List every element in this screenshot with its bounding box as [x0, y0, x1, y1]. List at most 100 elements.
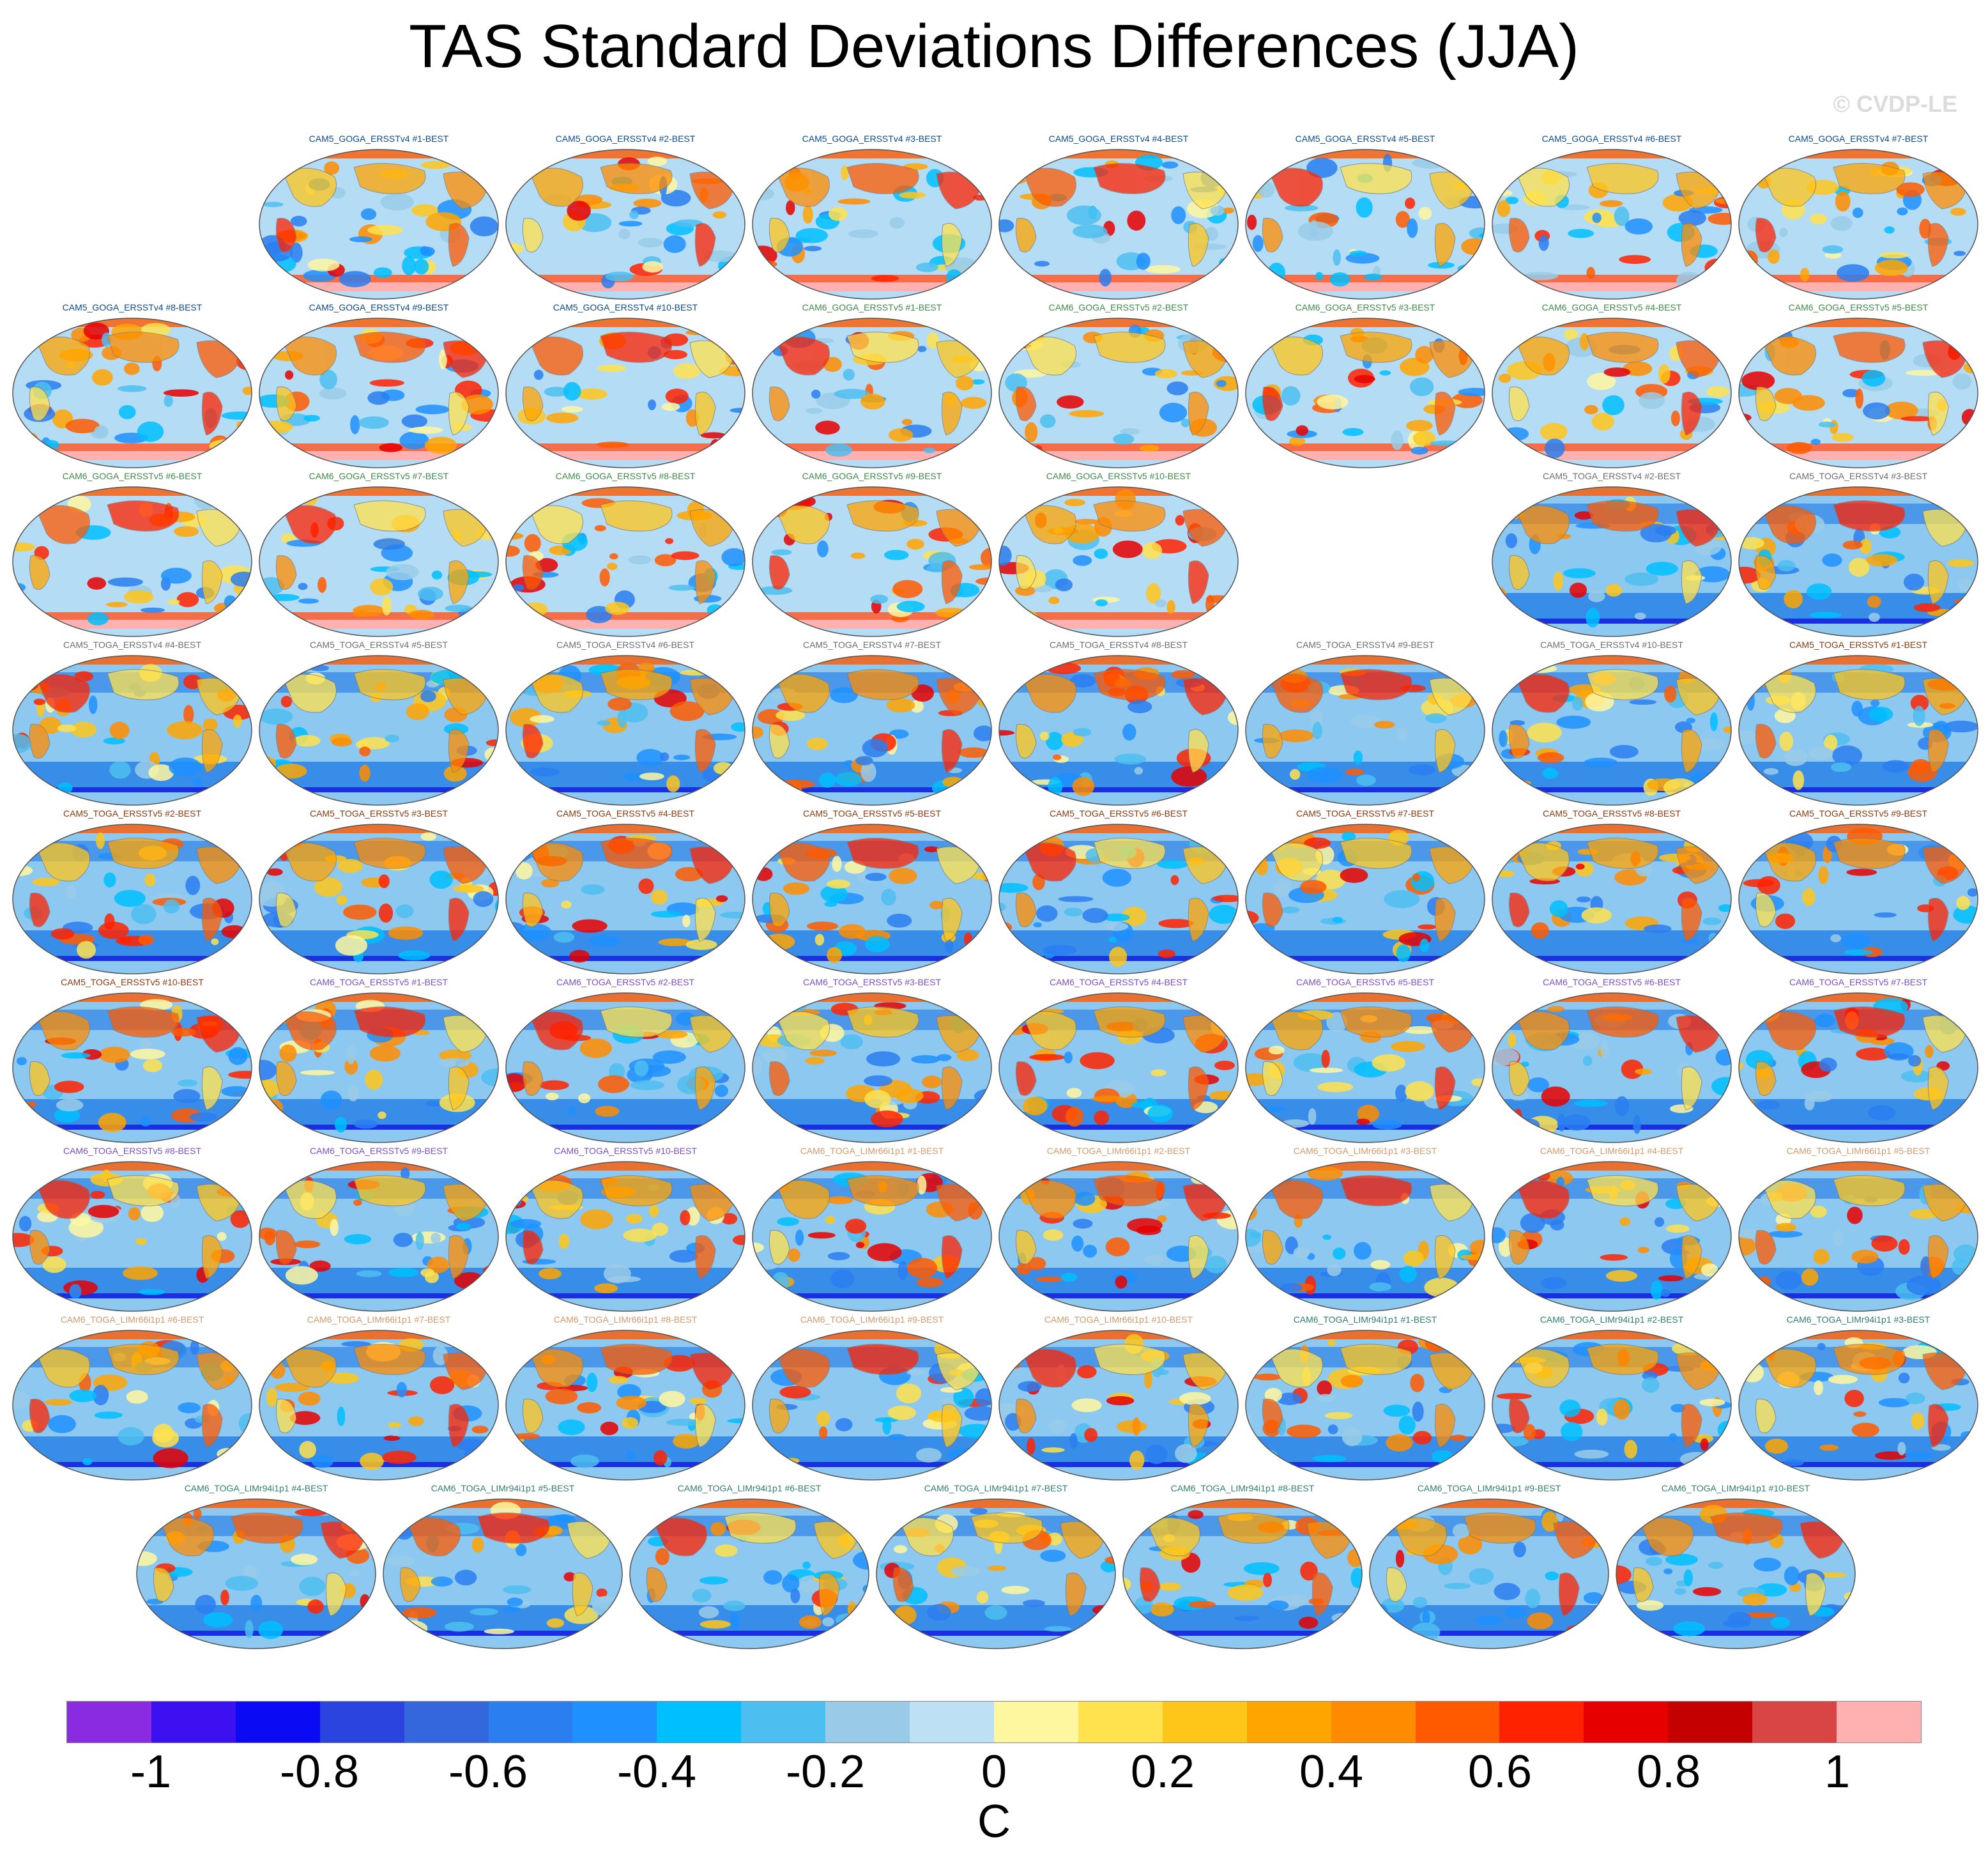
- world-map-icon: [136, 1498, 376, 1649]
- panel-label: CAM6_TOGA_LIMr94i1p1 #3-BEST: [1786, 1314, 1931, 1325]
- map-panel: CAM5_GOGA_ERSSTv4 #1-BEST: [256, 133, 502, 302]
- world-map-icon: [1492, 824, 1732, 974]
- map-panel: CAM6_TOGA_LIMr94i1p1 #7-BEST: [873, 1482, 1119, 1651]
- panel-label: CAM5_GOGA_ERSSTv4 #10-BEST: [553, 302, 698, 312]
- map-panel: CAM6_TOGA_LIMr66i1p1 #5-BEST: [1735, 1145, 1982, 1314]
- world-map-icon: [998, 1161, 1239, 1312]
- map-panel: CAM5_TOGA_ERSSTv4 #10-BEST: [1488, 639, 1735, 808]
- panel-label: CAM5_GOGA_ERSSTv4 #5-BEST: [1295, 134, 1435, 144]
- panel-label: CAM5_GOGA_ERSSTv4 #3-BEST: [802, 134, 942, 144]
- map-panel: CAM5_GOGA_ERSSTv4 #3-BEST: [749, 133, 995, 302]
- panel-label: CAM5_TOGA_ERSSTv5 #2-BEST: [63, 808, 202, 819]
- world-map-icon: [998, 1330, 1239, 1481]
- panel-label: CAM6_TOGA_ERSSTv5 #7-BEST: [1789, 977, 1928, 987]
- colorbar-swatch: [404, 1702, 489, 1743]
- world-map-icon: [752, 1330, 992, 1481]
- panel-label: CAM6_TOGA_LIMr66i1p1 #8-BEST: [553, 1314, 698, 1325]
- map-panel: CAM5_GOGA_ERSSTv4 #4-BEST: [995, 133, 1242, 302]
- panel-label: CAM6_TOGA_ERSSTv5 #1-BEST: [309, 977, 448, 987]
- map-panel: CAM6_TOGA_LIMr94i1p1 #8-BEST: [1119, 1482, 1366, 1651]
- world-map-icon: [505, 149, 746, 300]
- map-panel: CAM5_TOGA_ERSSTv5 #1-BEST: [1735, 639, 1982, 808]
- world-map-icon: [505, 992, 746, 1143]
- map-panel: CAM5_TOGA_ERSSTv5 #2-BEST: [9, 808, 256, 976]
- world-map-icon: [12, 655, 252, 806]
- map-panel: CAM6_TOGA_LIMr94i1p1 #5-BEST: [379, 1482, 626, 1651]
- world-map-icon: [752, 824, 992, 974]
- map-panel: CAM6_TOGA_LIMr66i1p1 #3-BEST: [1242, 1145, 1488, 1314]
- map-panel: CAM6_TOGA_ERSSTv5 #8-BEST: [9, 1145, 256, 1314]
- map-panel: CAM5_TOGA_ERSSTv4 #6-BEST: [502, 639, 749, 808]
- world-map-icon: [1492, 992, 1732, 1143]
- world-map-icon: [259, 149, 499, 300]
- colorbar-swatch: [1078, 1702, 1163, 1743]
- panel-label: CAM6_TOGA_ERSSTv5 #10-BEST: [554, 1146, 697, 1156]
- map-panel: CAM6_TOGA_LIMr94i1p1 #1-BEST: [1242, 1314, 1488, 1482]
- map-panel: CAM6_GOGA_ERSSTv5 #8-BEST: [502, 470, 749, 639]
- world-map-icon: [1738, 655, 1978, 806]
- map-panel: CAM6_TOGA_ERSSTv5 #6-BEST: [1488, 976, 1735, 1145]
- panel-label: CAM5_TOGA_ERSSTv5 #7-BEST: [1296, 808, 1435, 819]
- map-panel-grid: CAM5_GOGA_ERSSTv4 #1-BEST CAM5_GOGA_ERSST…: [9, 133, 1982, 1651]
- map-panel: CAM6_TOGA_LIMr66i1p1 #6-BEST: [9, 1314, 256, 1482]
- panel-label: CAM5_TOGA_ERSSTv5 #8-BEST: [1542, 808, 1681, 819]
- map-panel: CAM6_GOGA_ERSSTv5 #2-BEST: [995, 302, 1242, 470]
- world-map-icon: [752, 486, 992, 637]
- world-map-icon: [12, 992, 252, 1143]
- map-panel: CAM6_TOGA_LIMr66i1p1 #1-BEST: [749, 1145, 995, 1314]
- panel-label: CAM6_TOGA_ERSSTv5 #3-BEST: [802, 977, 942, 987]
- colorbar-swatch: [825, 1702, 910, 1743]
- colorbar-swatch: [1584, 1702, 1669, 1743]
- world-map-icon: [505, 824, 746, 974]
- world-map-icon: [1492, 486, 1732, 637]
- map-panel: CAM6_TOGA_ERSSTv5 #10-BEST: [502, 1145, 749, 1314]
- world-map-icon: [998, 149, 1239, 300]
- world-map-icon: [1369, 1498, 1609, 1649]
- panel-label: CAM5_GOGA_ERSSTv4 #8-BEST: [62, 302, 203, 312]
- world-map-icon: [12, 1330, 252, 1481]
- panel-label: CAM5_GOGA_ERSSTv4 #2-BEST: [555, 134, 696, 144]
- panel-label: CAM5_TOGA_ERSSTv4 #2-BEST: [1542, 471, 1681, 481]
- map-panel: CAM5_TOGA_ERSSTv4 #7-BEST: [749, 639, 995, 808]
- world-map-icon: [1245, 992, 1485, 1143]
- colorbar-swatch: [993, 1702, 1078, 1743]
- panel-label: CAM5_TOGA_ERSSTv5 #6-BEST: [1049, 808, 1188, 819]
- colorbar-swatch: [572, 1702, 657, 1743]
- map-panel: CAM5_TOGA_ERSSTv4 #8-BEST: [995, 639, 1242, 808]
- panel-label: CAM6_TOGA_LIMr94i1p1 #2-BEST: [1540, 1314, 1684, 1325]
- panel-label: CAM5_GOGA_ERSSTv4 #6-BEST: [1541, 134, 1682, 144]
- panel-label: CAM5_GOGA_ERSSTv4 #1-BEST: [309, 134, 449, 144]
- world-map-icon: [876, 1498, 1116, 1649]
- map-panel: CAM6_TOGA_LIMr66i1p1 #10-BEST: [995, 1314, 1242, 1482]
- panel-label: CAM6_GOGA_ERSSTv5 #7-BEST: [309, 471, 449, 481]
- map-panel: CAM5_TOGA_ERSSTv5 #8-BEST: [1488, 808, 1735, 976]
- panel-label: CAM6_GOGA_ERSSTv5 #8-BEST: [555, 471, 696, 481]
- colorbar-swatch: [151, 1702, 236, 1743]
- panel-label: CAM6_TOGA_ERSSTv5 #4-BEST: [1049, 977, 1188, 987]
- map-panel: CAM6_TOGA_LIMr94i1p1 #6-BEST: [626, 1482, 873, 1651]
- world-map-icon: [1616, 1498, 1856, 1649]
- world-map-icon: [998, 824, 1239, 974]
- colorbar: [66, 1701, 1922, 1743]
- panel-label: CAM6_TOGA_LIMr66i1p1 #9-BEST: [800, 1314, 944, 1325]
- map-panel: CAM6_GOGA_ERSSTv5 #5-BEST: [1735, 302, 1982, 470]
- map-panel: CAM5_TOGA_ERSSTv5 #5-BEST: [749, 808, 995, 976]
- world-map-icon: [629, 1498, 869, 1649]
- world-map-icon: [752, 655, 992, 806]
- world-map-icon: [1738, 318, 1978, 468]
- world-map-icon: [12, 486, 252, 637]
- world-map-icon: [1738, 992, 1978, 1143]
- panel-label: CAM6_TOGA_LIMr94i1p1 #7-BEST: [924, 1483, 1068, 1493]
- panel-label: CAM5_TOGA_ERSSTv4 #3-BEST: [1789, 471, 1928, 481]
- map-panel: CAM5_GOGA_ERSSTv4 #2-BEST: [502, 133, 749, 302]
- world-map-icon: [1738, 149, 1978, 300]
- colorbar-swatch: [1415, 1702, 1500, 1743]
- world-map-icon: [12, 824, 252, 974]
- panel-label: CAM5_TOGA_ERSSTv5 #4-BEST: [556, 808, 695, 819]
- map-panel: CAM6_GOGA_ERSSTv5 #7-BEST: [256, 470, 502, 639]
- panel-label: CAM5_TOGA_ERSSTv4 #5-BEST: [309, 640, 448, 650]
- colorbar-tick-label: 0.6: [1467, 1746, 1533, 1797]
- map-panel: CAM6_TOGA_ERSSTv5 #5-BEST: [1242, 976, 1488, 1145]
- world-map-icon: [505, 655, 746, 806]
- panel-label: CAM5_TOGA_ERSSTv4 #6-BEST: [556, 640, 695, 650]
